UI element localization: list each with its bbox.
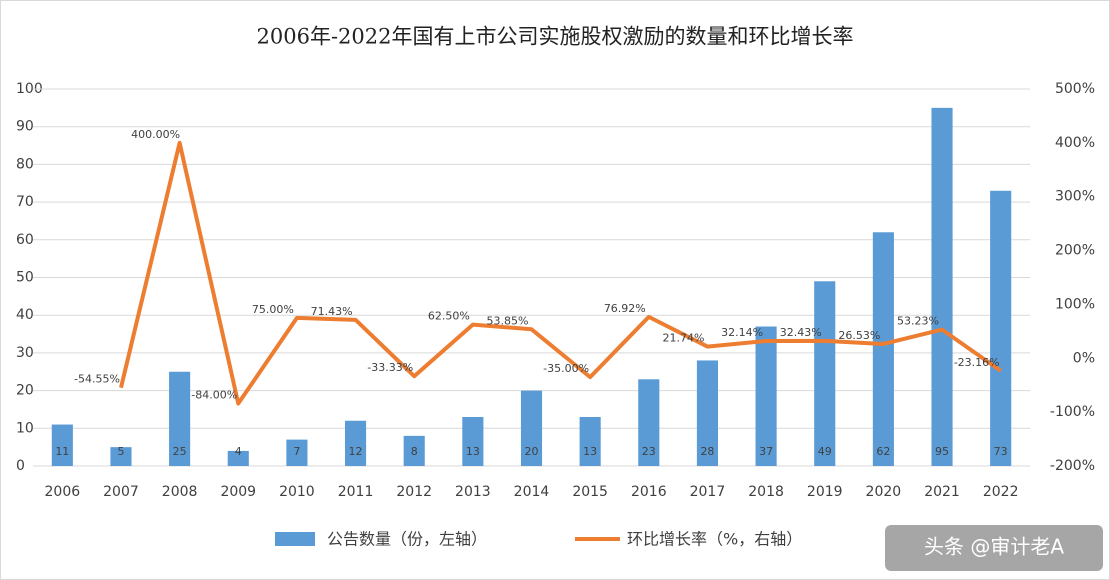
x-tick-label: 2021 bbox=[924, 484, 960, 500]
bar bbox=[403, 435, 425, 466]
y2-tick-label: 300% bbox=[1055, 189, 1095, 205]
bar-value-label: 62 bbox=[876, 445, 890, 458]
y-tick-label: 30 bbox=[16, 345, 34, 361]
x-tick-label: 2013 bbox=[455, 484, 491, 500]
x-tick-label: 2017 bbox=[690, 484, 726, 500]
x-tick-label: 2016 bbox=[631, 484, 667, 500]
chart-title: 2006年-2022年国有上市公司实施股权激励的数量和环比增长率 bbox=[257, 25, 854, 49]
bar-value-label: 4 bbox=[235, 445, 242, 458]
x-tick-label: 2010 bbox=[279, 484, 315, 500]
y-tick-label: 70 bbox=[16, 194, 34, 210]
bar bbox=[110, 447, 132, 466]
legend-label: 环比增长率（%，右轴） bbox=[627, 530, 802, 549]
bar-value-label: 25 bbox=[173, 445, 187, 458]
y2-tick-label: 400% bbox=[1055, 135, 1095, 151]
line bbox=[119, 140, 1002, 406]
x-tick-label: 2019 bbox=[807, 484, 843, 500]
bar-value-label: 7 bbox=[293, 445, 300, 458]
bar bbox=[462, 416, 484, 466]
y-tick-label: 50 bbox=[16, 270, 34, 286]
bar bbox=[286, 439, 308, 466]
bar bbox=[579, 416, 601, 466]
legend-label: 公告数量（份，左轴） bbox=[327, 530, 487, 549]
bar bbox=[345, 420, 367, 466]
line-value-label: 75.00% bbox=[252, 303, 294, 316]
bar bbox=[227, 450, 249, 466]
x-tick-label: 2014 bbox=[514, 484, 550, 500]
bar bbox=[696, 360, 718, 466]
line-value-label: -84.00% bbox=[191, 389, 237, 402]
line-value-label: 32.14% bbox=[721, 326, 763, 339]
line-value-label: 62.50% bbox=[428, 310, 470, 323]
line-value-label: 53.23% bbox=[897, 315, 939, 328]
y-tick-label: 90 bbox=[16, 119, 34, 135]
x-tick-label: 2008 bbox=[162, 484, 198, 500]
line-value-label: 53.85% bbox=[487, 314, 529, 327]
x-tick-label: 2018 bbox=[748, 484, 784, 500]
y2-tick-label: 500% bbox=[1055, 81, 1095, 97]
y-tick-label: 0 bbox=[16, 458, 25, 474]
bar bbox=[755, 326, 777, 466]
bar bbox=[990, 190, 1012, 467]
x-tick-label: 2015 bbox=[572, 484, 608, 500]
y-tick-label: 60 bbox=[16, 232, 34, 248]
x-tick-label: 2009 bbox=[220, 484, 256, 500]
y2-tick-label: 100% bbox=[1055, 296, 1095, 312]
legend-swatch bbox=[275, 532, 315, 546]
x-tick-label: 2022 bbox=[983, 484, 1019, 500]
line-value-label: 21.74% bbox=[662, 332, 704, 345]
bar-value-label: 20 bbox=[525, 445, 539, 458]
bar-value-label: 5 bbox=[117, 445, 124, 458]
bar-value-label: 13 bbox=[583, 445, 597, 458]
bar bbox=[51, 424, 73, 466]
bar-value-label: 23 bbox=[642, 445, 656, 458]
y2-tick-label: 200% bbox=[1055, 243, 1095, 259]
y-tick-label: 80 bbox=[16, 156, 34, 172]
bar-value-label: 11 bbox=[55, 445, 69, 458]
bar bbox=[638, 379, 660, 466]
line-value-label: 71.43% bbox=[311, 305, 353, 318]
bar bbox=[931, 107, 953, 466]
bar-value-label: 95 bbox=[935, 445, 949, 458]
y2-tick-label: -100% bbox=[1050, 404, 1095, 420]
y-tick-label: 10 bbox=[16, 420, 34, 436]
x-tick-label: 2020 bbox=[866, 484, 902, 500]
x-tick-label: 2011 bbox=[338, 484, 374, 500]
y-tick-label: 100 bbox=[16, 81, 43, 97]
line-value-label: 400.00% bbox=[131, 128, 180, 141]
bar-value-label: 73 bbox=[994, 445, 1008, 458]
y-tick-label: 20 bbox=[16, 383, 34, 399]
bar-value-label: 12 bbox=[349, 445, 363, 458]
bar-value-label: 8 bbox=[411, 445, 418, 458]
line-value-label: 32.43% bbox=[780, 326, 822, 339]
y-tick-label: 40 bbox=[16, 307, 34, 323]
line-value-label: -33.33% bbox=[367, 361, 413, 374]
line-value-label: -23.16% bbox=[954, 356, 1000, 369]
bar-value-label: 49 bbox=[818, 445, 832, 458]
x-tick-label: 2012 bbox=[396, 484, 432, 500]
bar bbox=[169, 371, 191, 466]
line-value-label: 26.53% bbox=[838, 329, 880, 342]
watermark-bg bbox=[885, 525, 1103, 571]
line-value-label: -35.00% bbox=[543, 362, 589, 375]
bar-value-label: 28 bbox=[700, 445, 714, 458]
bar bbox=[520, 390, 543, 466]
bar bbox=[814, 281, 836, 466]
line-value-label: -54.55% bbox=[74, 373, 120, 386]
line-value-label: 76.92% bbox=[604, 302, 646, 315]
bar bbox=[872, 232, 894, 466]
x-tick-label: 2007 bbox=[103, 484, 139, 500]
y2-tick-label: -200% bbox=[1050, 458, 1095, 474]
bar-value-label: 13 bbox=[466, 445, 480, 458]
bar-value-label: 37 bbox=[759, 445, 773, 458]
y2-tick-label: 0% bbox=[1073, 350, 1095, 366]
x-tick-label: 2006 bbox=[45, 484, 81, 500]
watermark: 头条 @审计老A bbox=[924, 535, 1064, 559]
